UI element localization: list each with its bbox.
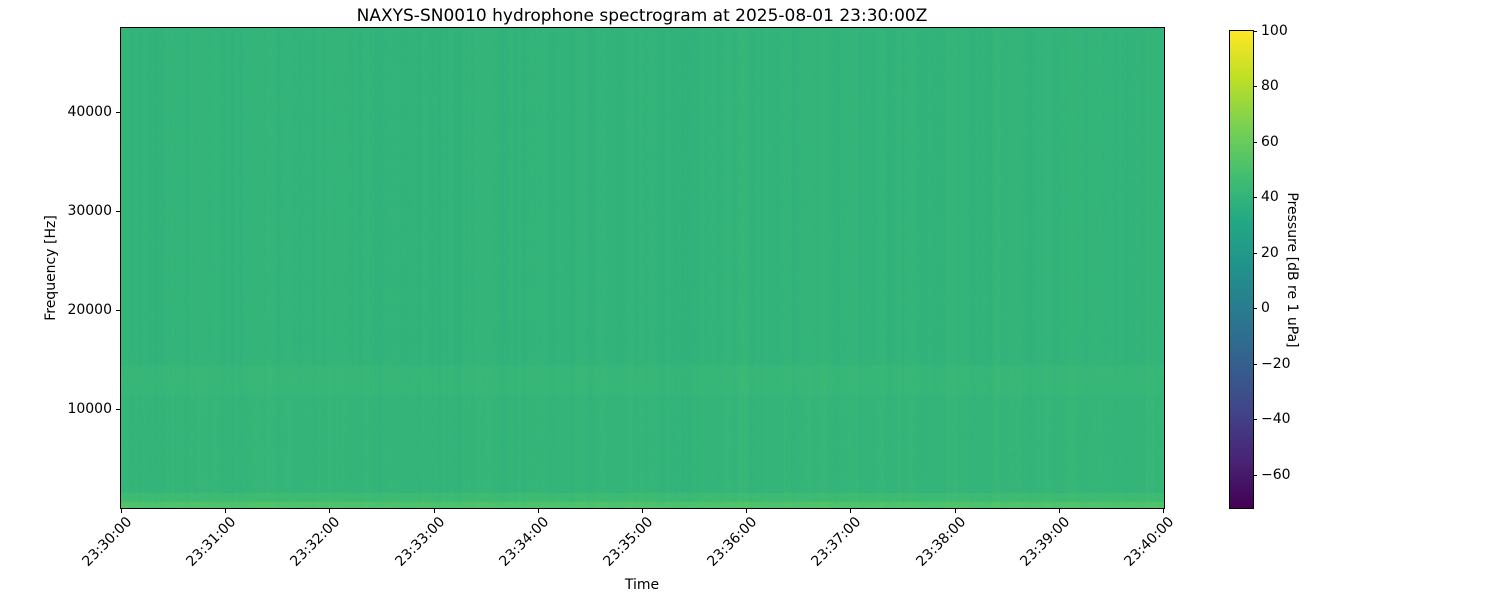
colorbar-tick-label: 0 <box>1261 300 1270 316</box>
colorbar-tick-label: 100 <box>1261 23 1288 39</box>
y-tick-label: 20000 <box>67 302 112 318</box>
x-tick-mark <box>121 509 122 513</box>
x-tick-mark <box>538 509 539 513</box>
x-tick-label: 23:33:00 <box>392 514 449 570</box>
colorbar-tick-mark <box>1254 86 1257 87</box>
x-tick-mark <box>850 509 851 513</box>
colorbar-tick-label: 20 <box>1261 245 1279 261</box>
x-tick-mark <box>329 509 330 513</box>
y-tick-label: 30000 <box>67 203 112 219</box>
y-tick-label: 40000 <box>67 104 112 120</box>
colorbar-tick-mark <box>1254 197 1257 198</box>
colorbar-tick-mark <box>1254 308 1257 309</box>
colorbar-tick-label: −20 <box>1261 356 1291 372</box>
colorbar-label: Pressure [dB re 1 uPa] <box>1284 192 1300 348</box>
y-tick-mark <box>116 112 120 113</box>
x-tick-label: 23:34:00 <box>496 514 553 570</box>
x-tick-label: 23:40:00 <box>1121 514 1178 570</box>
x-tick-label: 23:38:00 <box>913 514 970 570</box>
plot-frame <box>120 27 1165 509</box>
x-axis-label: Time <box>624 577 660 593</box>
colorbar-tick-mark <box>1254 475 1257 476</box>
colorbar <box>1229 30 1254 509</box>
colorbar-tick-mark <box>1254 419 1257 420</box>
colorbar-tick-label: 80 <box>1261 78 1279 94</box>
x-tick-label: 23:31:00 <box>183 514 240 570</box>
x-tick-mark <box>434 509 435 513</box>
x-tick-mark <box>642 509 643 513</box>
x-tick-label: 23:36:00 <box>704 514 761 570</box>
colorbar-tick-mark <box>1254 364 1257 365</box>
x-tick-mark <box>746 509 747 513</box>
x-tick-label: 23:32:00 <box>287 514 344 570</box>
x-tick-mark <box>1059 509 1060 513</box>
x-tick-label: 23:37:00 <box>808 514 865 570</box>
x-tick-label: 23:35:00 <box>600 514 657 570</box>
y-axis-label: Frequency [Hz] <box>43 215 59 321</box>
x-tick-mark <box>955 509 956 513</box>
colorbar-tick-mark <box>1254 31 1257 32</box>
y-tick-mark <box>116 211 120 212</box>
y-tick-label: 10000 <box>67 401 112 417</box>
x-tick-label: 23:30:00 <box>79 514 136 570</box>
colorbar-tick-label: −40 <box>1261 411 1291 427</box>
x-tick-mark <box>225 509 226 513</box>
colorbar-tick-label: −60 <box>1261 467 1291 483</box>
spectrogram-heatmap <box>121 28 1164 508</box>
y-tick-mark <box>116 310 120 311</box>
colorbar-gradient <box>1230 31 1253 508</box>
chart-title: NAXYS-SN0010 hydrophone spectrogram at 2… <box>356 6 928 26</box>
colorbar-tick-mark <box>1254 142 1257 143</box>
colorbar-tick-mark <box>1254 253 1257 254</box>
x-tick-mark <box>1163 509 1164 513</box>
y-tick-mark <box>116 409 120 410</box>
colorbar-tick-label: 40 <box>1261 189 1279 205</box>
x-tick-label: 23:39:00 <box>1017 514 1074 570</box>
colorbar-tick-label: 60 <box>1261 134 1279 150</box>
